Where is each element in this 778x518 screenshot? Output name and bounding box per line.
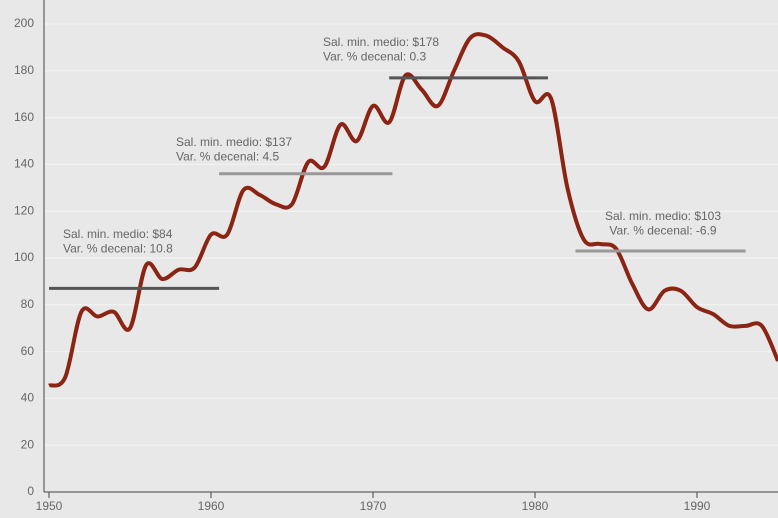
y-tick-label: 180 <box>14 63 34 77</box>
y-tick-label: 160 <box>14 110 34 124</box>
x-tick-label: 1960 <box>198 499 225 513</box>
y-tick-label: 200 <box>14 16 34 30</box>
y-tick-label: 80 <box>21 297 35 311</box>
x-tick-label: 1990 <box>684 499 711 513</box>
annotation: Sal. min. medio: $137 <box>176 135 292 149</box>
y-tick-label: 120 <box>14 203 34 217</box>
y-tick-label: 60 <box>21 344 35 358</box>
annotation: Sal. min. medio: $178 <box>323 35 439 49</box>
annotation: Var. % decenal: 10.8 <box>63 242 173 256</box>
x-tick-label: 1950 <box>36 499 63 513</box>
annotation: Sal. min. medio: $84 <box>63 227 173 241</box>
x-tick-label: 1970 <box>360 499 387 513</box>
x-tick-label: 1980 <box>522 499 549 513</box>
annotation: Var. % decenal: 0.3 <box>323 50 427 64</box>
annotation: Var. % decenal: 4.5 <box>176 150 280 164</box>
y-tick-label: 100 <box>14 250 34 264</box>
y-tick-label: 40 <box>21 391 35 405</box>
y-tick-label: 20 <box>21 437 35 451</box>
y-tick-label: 140 <box>14 157 34 171</box>
annotation: Var. % decenal: -6.9 <box>609 224 717 238</box>
y-tick-label: 0 <box>27 484 34 498</box>
annotation: Sal. min. medio: $103 <box>605 209 721 223</box>
